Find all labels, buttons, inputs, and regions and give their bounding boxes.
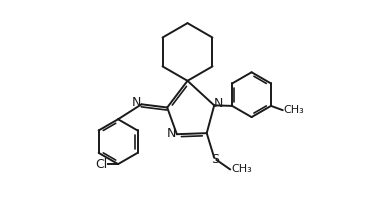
Text: N: N (132, 96, 141, 109)
Text: N: N (167, 127, 176, 140)
Text: Cl: Cl (95, 158, 107, 171)
Text: S: S (211, 153, 219, 166)
Text: N: N (214, 97, 223, 110)
Text: CH₃: CH₃ (284, 105, 304, 115)
Text: CH₃: CH₃ (231, 164, 252, 174)
